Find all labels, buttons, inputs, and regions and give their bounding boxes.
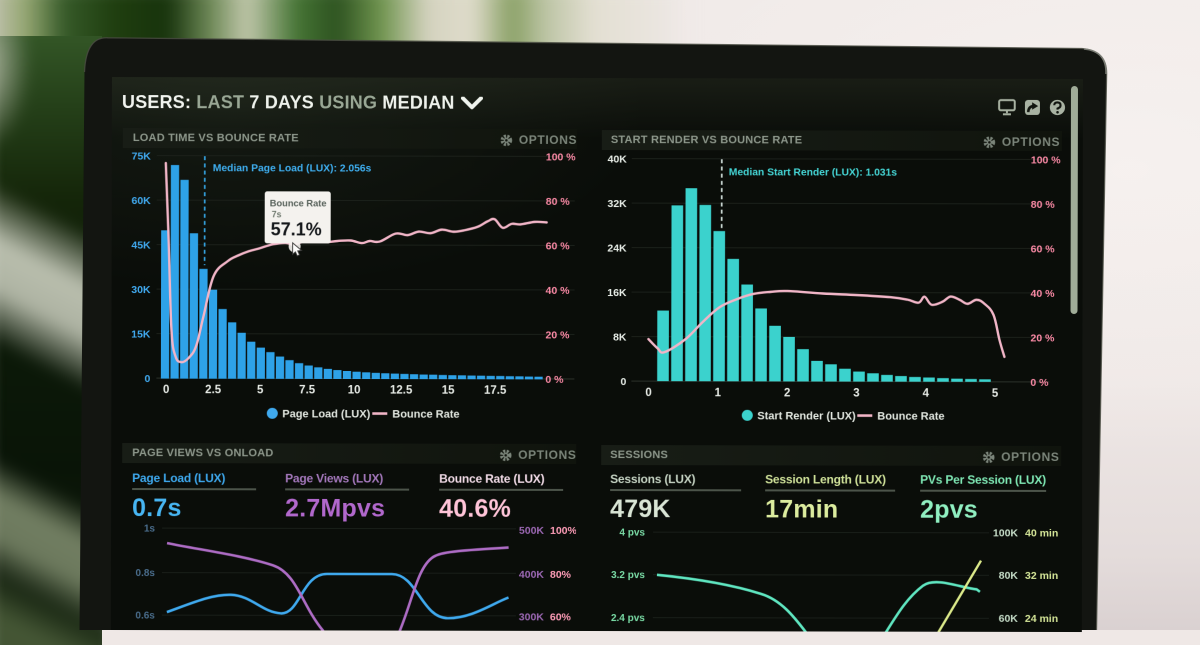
svg-text:60 %: 60 % — [546, 240, 571, 252]
svg-text:60K: 60K — [131, 195, 151, 207]
svg-text:40 %: 40 % — [1031, 288, 1056, 300]
svg-text:24 min: 24 min — [1025, 613, 1058, 625]
svg-text:40 %: 40 % — [546, 285, 571, 297]
svg-text:Bounce Rate: Bounce Rate — [877, 411, 944, 423]
svg-text:32K: 32K — [607, 198, 627, 210]
svg-text:40 min: 40 min — [1025, 527, 1058, 539]
svg-text:12.5: 12.5 — [390, 385, 413, 397]
svg-text:500K: 500K — [519, 525, 545, 537]
svg-text:Median Page Load (LUX): 2.056s: Median Page Load (LUX): 2.056s — [213, 163, 372, 174]
svg-text:15: 15 — [442, 385, 455, 397]
svg-text:3.2 pvs: 3.2 pvs — [611, 570, 645, 581]
svg-text:1: 1 — [715, 387, 722, 399]
svg-text:60 %: 60 % — [1031, 243, 1056, 255]
svg-text:20 %: 20 % — [545, 329, 570, 341]
svg-text:300K: 300K — [519, 611, 545, 623]
svg-text:100%: 100% — [550, 525, 576, 537]
svg-text:2: 2 — [784, 387, 790, 399]
svg-text:4 pvs: 4 pvs — [619, 528, 645, 539]
svg-text:30K: 30K — [131, 284, 151, 296]
svg-text:80%: 80% — [550, 569, 572, 581]
svg-text:32 min: 32 min — [1025, 570, 1058, 582]
svg-text:0 %: 0 % — [545, 374, 564, 386]
svg-text:2.4 pvs: 2.4 pvs — [611, 613, 645, 624]
svg-text:5: 5 — [992, 388, 999, 400]
svg-text:60K: 60K — [999, 613, 1019, 625]
svg-text:1s: 1s — [144, 524, 156, 535]
svg-text:7.5: 7.5 — [299, 384, 316, 396]
svg-text:10: 10 — [348, 384, 361, 396]
svg-text:40K: 40K — [608, 154, 628, 166]
svg-text:8K: 8K — [613, 332, 627, 344]
svg-text:16K: 16K — [607, 287, 627, 299]
svg-text:20 %: 20 % — [1030, 332, 1055, 344]
svg-text:0: 0 — [145, 373, 151, 385]
svg-text:0.8s: 0.8s — [135, 568, 155, 579]
svg-text:Median Start Render (LUX): 1.0: Median Start Render (LUX): 1.031s — [729, 167, 898, 178]
svg-text:100 %: 100 % — [1031, 154, 1061, 166]
svg-text:4: 4 — [923, 388, 930, 400]
svg-text:5: 5 — [257, 384, 264, 396]
svg-text:60%: 60% — [550, 611, 572, 623]
svg-text:0: 0 — [621, 376, 627, 388]
svg-text:Bounce Rate: Bounce Rate — [392, 409, 459, 421]
svg-text:3: 3 — [853, 388, 859, 400]
svg-text:15K: 15K — [131, 329, 151, 341]
svg-text:100 %: 100 % — [546, 151, 576, 163]
svg-text:0.6s: 0.6s — [135, 611, 155, 622]
svg-text:0 %: 0 % — [1030, 377, 1049, 389]
svg-text:Page Load (LUX): Page Load (LUX) — [282, 408, 370, 420]
svg-text:0: 0 — [163, 384, 169, 396]
svg-text:80 %: 80 % — [1031, 199, 1056, 211]
svg-text:17.5: 17.5 — [484, 385, 507, 397]
svg-text:80 %: 80 % — [546, 196, 571, 208]
svg-text:7s: 7s — [272, 209, 282, 219]
svg-text:45K: 45K — [131, 240, 151, 252]
svg-text:0: 0 — [645, 387, 651, 399]
svg-text:2.5: 2.5 — [205, 384, 222, 396]
svg-text:100K: 100K — [993, 527, 1019, 539]
svg-text:Bounce Rate: Bounce Rate — [270, 198, 327, 208]
svg-text:75K: 75K — [132, 151, 152, 163]
svg-text:57.1%: 57.1% — [271, 219, 322, 239]
svg-text:80K: 80K — [999, 570, 1019, 582]
svg-text:24K: 24K — [607, 243, 627, 255]
svg-text:400K: 400K — [519, 569, 545, 581]
svg-text:Start Render (LUX): Start Render (LUX) — [757, 410, 856, 422]
